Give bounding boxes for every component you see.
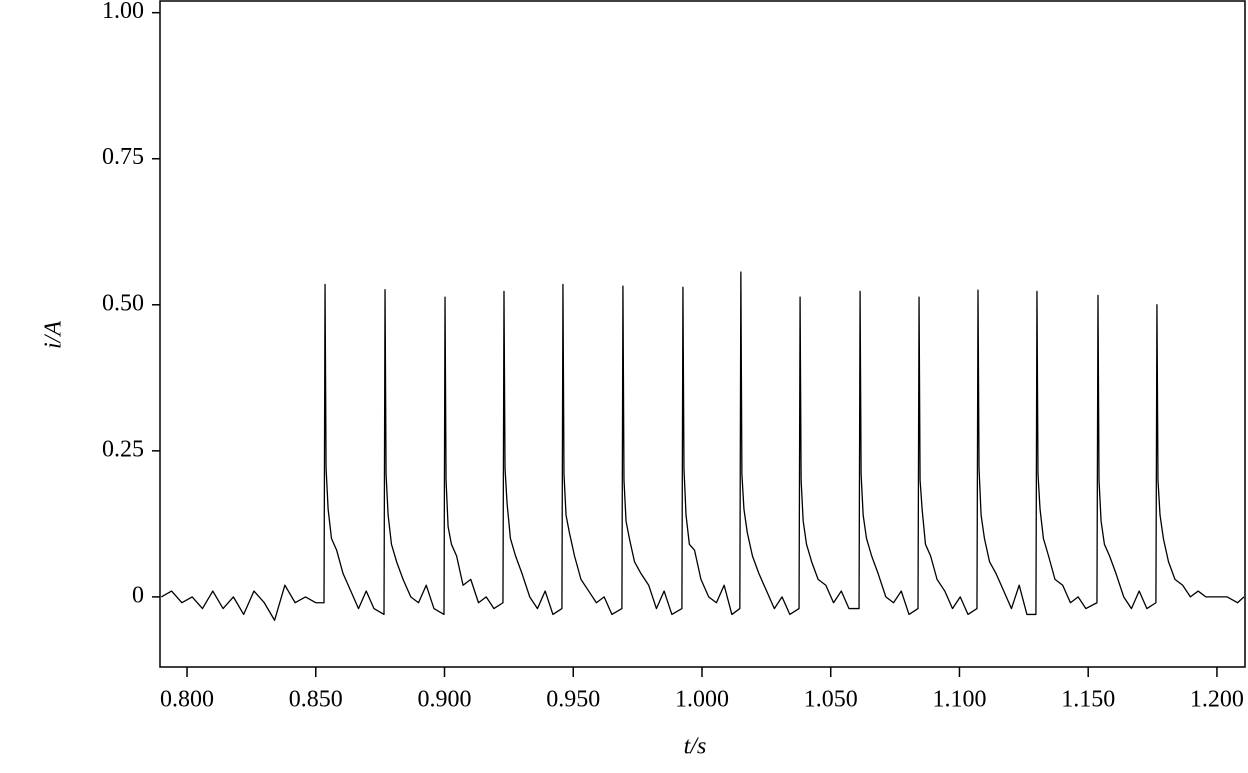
x-tick-label: 0.850 <box>289 687 343 713</box>
plot-frame <box>159 0 1246 668</box>
y-tick-label: 0.75 <box>102 144 144 170</box>
x-tick-label: 0.950 <box>546 687 600 713</box>
x-tick-label: 1.000 <box>675 687 729 713</box>
x-axis-label: t/s <box>684 734 707 760</box>
x-tick-label: 0.900 <box>418 687 472 713</box>
x-tick-label: 1.050 <box>804 687 858 713</box>
y-tick-label: 1.00 <box>102 0 144 24</box>
y-tick-label: 0.25 <box>102 436 144 462</box>
y-tick-label: 0 <box>132 582 144 608</box>
x-tick-label: 1.150 <box>1061 687 1115 713</box>
signal-line <box>160 271 1245 621</box>
x-tick-label: 1.100 <box>932 687 986 713</box>
x-tick-label: 1.200 <box>1190 687 1244 713</box>
y-tick-label: 0.50 <box>102 290 144 316</box>
y-axis-label: i/A <box>41 321 67 349</box>
x-tick-label: 0.800 <box>160 687 214 713</box>
